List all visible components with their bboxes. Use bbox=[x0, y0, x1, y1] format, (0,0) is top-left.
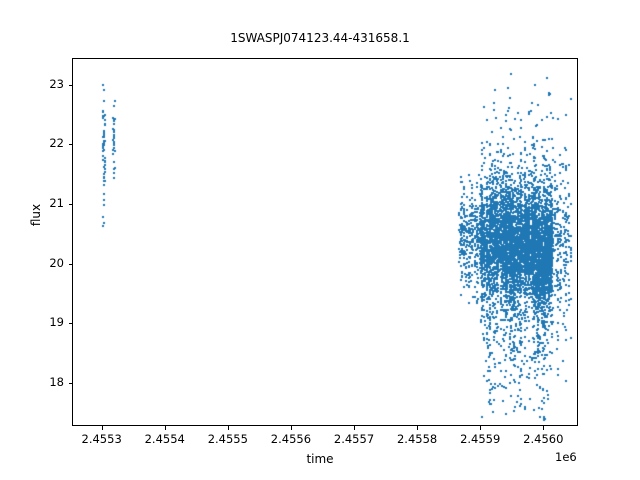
x-tick bbox=[227, 426, 229, 430]
y-tick bbox=[68, 204, 72, 206]
page-title: 1SWASPJ074123.44-431658.1 bbox=[230, 31, 410, 45]
x-axis-offset-label: 1e6 bbox=[555, 450, 577, 464]
x-tick-label: 2.4553 bbox=[81, 432, 122, 446]
x-tick bbox=[354, 426, 356, 430]
x-tick bbox=[164, 426, 166, 430]
x-tick bbox=[101, 426, 103, 430]
y-tick bbox=[68, 263, 72, 265]
y-tick bbox=[68, 84, 72, 86]
y-tick-label: 23 bbox=[49, 76, 64, 91]
x-tick bbox=[417, 426, 419, 430]
x-tick bbox=[480, 426, 482, 430]
x-tick-label: 2.4560 bbox=[523, 432, 564, 446]
y-tick bbox=[68, 383, 72, 385]
y-tick-label: 20 bbox=[49, 255, 64, 270]
y-tick-label: 22 bbox=[49, 136, 64, 151]
scatter-data-layer bbox=[73, 59, 577, 425]
y-tick bbox=[68, 144, 72, 146]
y-axis-label: flux bbox=[29, 203, 43, 227]
x-tick bbox=[290, 426, 292, 430]
plot-axes bbox=[72, 58, 578, 426]
x-tick-label: 2.4558 bbox=[396, 432, 438, 446]
x-tick-label: 2.4559 bbox=[460, 432, 501, 446]
x-tick-label: 2.4556 bbox=[270, 432, 312, 446]
x-axis-label: time bbox=[306, 452, 334, 466]
x-tick-label: 2.4557 bbox=[333, 432, 375, 446]
x-tick bbox=[543, 426, 545, 430]
y-tick bbox=[68, 323, 72, 325]
x-tick-label: 2.4555 bbox=[207, 432, 248, 446]
y-tick-label: 18 bbox=[49, 375, 64, 390]
x-tick-label: 2.4554 bbox=[144, 432, 185, 446]
y-tick-label: 21 bbox=[49, 196, 64, 211]
y-tick-label: 19 bbox=[49, 315, 64, 330]
